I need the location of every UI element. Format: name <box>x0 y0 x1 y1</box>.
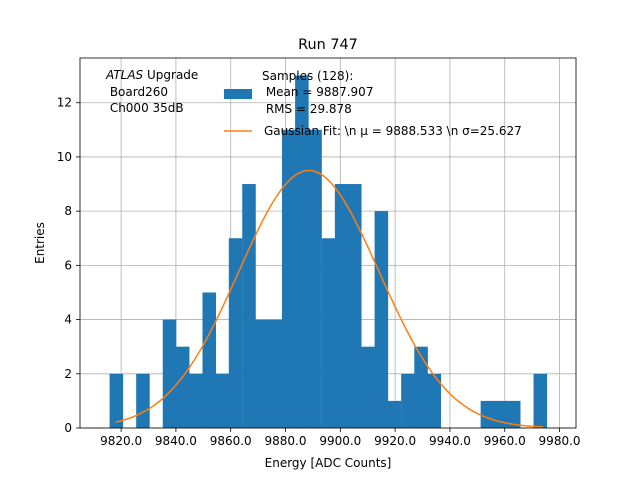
histogram-bar <box>175 346 190 428</box>
histogram-bars <box>109 75 548 429</box>
x-tick-label: 9880.0 <box>265 434 307 448</box>
histogram-bar <box>281 129 296 429</box>
legend-histogram-line1: Samples (128): <box>262 69 353 83</box>
y-axis-ticks: 0 2 4 6 8 10 12 <box>57 96 80 435</box>
histogram-bar <box>268 319 283 428</box>
histogram-bar <box>493 400 508 428</box>
x-axis-ticks: 9820.0 9840.0 9860.0 9880.0 9900.0 9920.0 9940… <box>100 428 581 448</box>
legend-histogram-swatch <box>224 89 252 99</box>
gaussian-fit-line <box>115 169 544 428</box>
histogram-bar <box>348 184 362 428</box>
histogram-bar <box>387 400 402 428</box>
histogram-bar <box>506 400 521 428</box>
atlas-annotation-line1: ATLAS Upgrade <box>105 68 198 82</box>
chart-title: Run 747 <box>298 37 358 53</box>
histogram-bar <box>136 373 150 428</box>
y-tick-label: 6 <box>64 258 72 272</box>
histogram-bar <box>109 373 124 428</box>
y-tick-label: 10 <box>57 150 72 164</box>
histogram-bar <box>361 346 375 428</box>
legend-fit-label: Gaussian Fit: \n μ = 9888.533 \n σ=25.62… <box>264 124 522 138</box>
legend-histogram-line3: RMS = 29.878 <box>262 102 352 116</box>
histogram-bar <box>295 75 309 428</box>
histogram-bar <box>480 400 495 428</box>
y-tick-label: 4 <box>64 313 72 327</box>
atlas-annotation-line2: Board260 <box>106 85 168 99</box>
x-tick-label: 9940.0 <box>429 434 471 448</box>
y-tick-label: 2 <box>64 367 72 381</box>
histogram-bar <box>255 319 269 428</box>
histogram-bar <box>321 238 336 428</box>
histogram-bar <box>401 373 415 428</box>
histogram-bar <box>334 184 349 428</box>
axes-frame <box>79 57 577 429</box>
y-tick-label: 0 <box>64 421 72 435</box>
histogram-bar <box>189 373 203 428</box>
histogram-bar <box>414 346 428 428</box>
x-tick-label: 9900.0 <box>319 434 361 448</box>
x-tick-label: 9820.0 <box>100 434 142 448</box>
x-tick-label: 9860.0 <box>210 434 252 448</box>
upgrade-label: Upgrade <box>143 68 198 82</box>
x-axis-label: Energy [ADC Counts] <box>265 456 392 470</box>
x-tick-label: 9920.0 <box>374 434 416 448</box>
histogram-bar <box>202 292 217 428</box>
x-tick-label: 9960.0 <box>484 434 526 448</box>
histogram-bar <box>242 184 256 428</box>
x-tick-label: 9840.0 <box>155 434 197 448</box>
y-tick-label: 8 <box>64 204 72 218</box>
y-tick-label: 12 <box>57 96 72 110</box>
legend-histogram-line2: Mean = 9887.907 <box>262 85 373 99</box>
atlas-annotation-line3: Ch000 35dB <box>106 101 184 115</box>
histogram-bar <box>215 373 230 428</box>
atlas-label: ATLAS <box>105 68 144 82</box>
x-tick-label: 9980.0 <box>539 434 581 448</box>
histogram-bar <box>162 319 177 428</box>
histogram-bar <box>533 373 548 428</box>
y-axis-label: Entries <box>33 222 47 264</box>
histogram-bar <box>374 211 389 428</box>
histogram-bar <box>427 373 442 428</box>
histogram-bar <box>308 129 322 429</box>
